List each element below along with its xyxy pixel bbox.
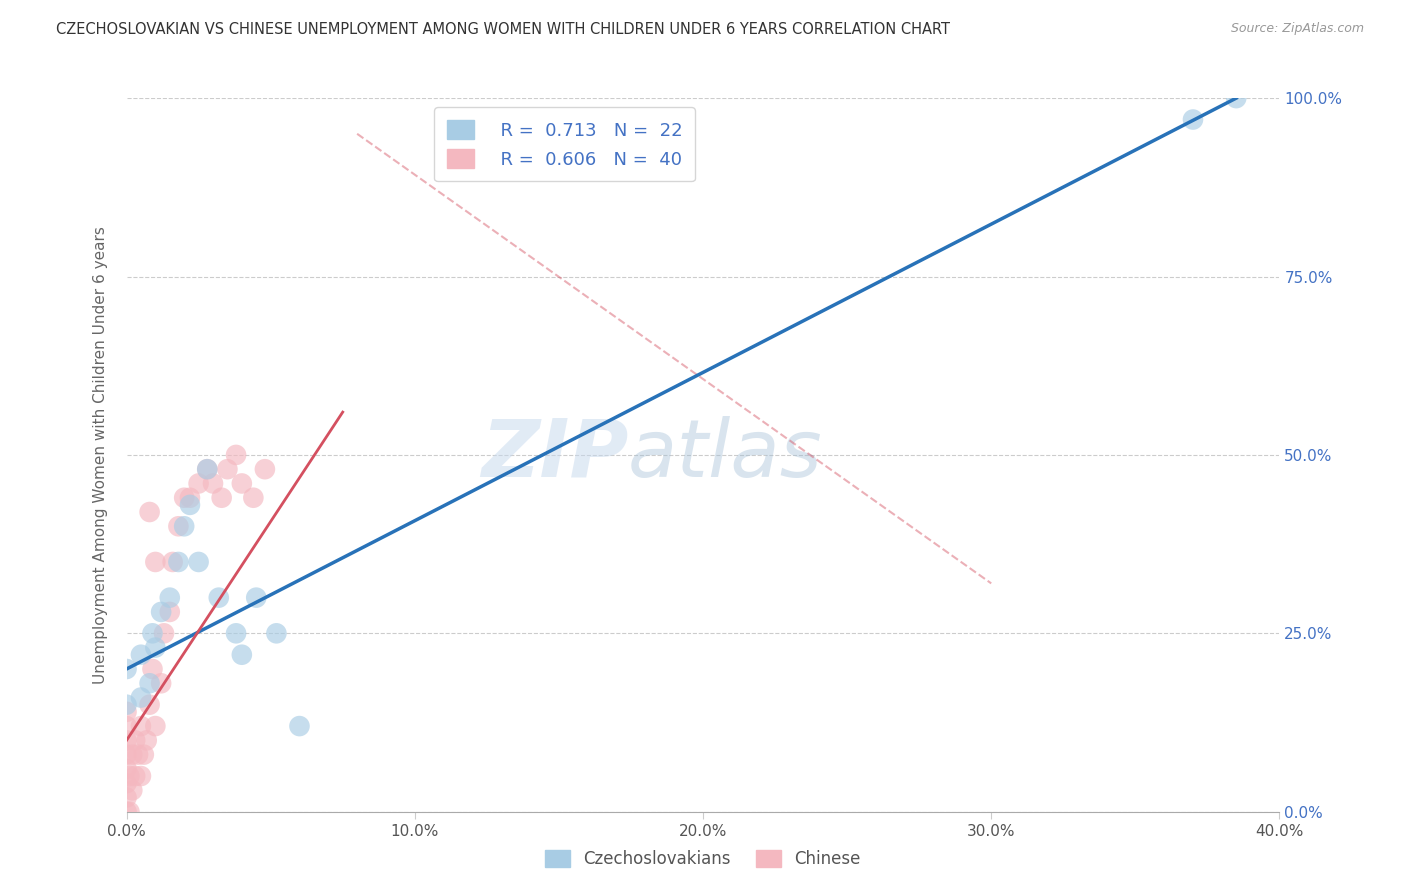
Point	[115, 733, 138, 747]
Point	[118, 769, 141, 783]
Point	[115, 662, 138, 676]
Point	[231, 648, 253, 662]
Point	[121, 747, 143, 762]
Point	[124, 733, 146, 747]
Point	[115, 776, 138, 790]
Point	[145, 640, 166, 655]
Text: CZECHOSLOVAKIAN VS CHINESE UNEMPLOYMENT AMONG WOMEN WITH CHILDREN UNDER 6 YEARS : CZECHOSLOVAKIAN VS CHINESE UNEMPLOYMENT …	[56, 22, 950, 37]
Text: atlas: atlas	[628, 416, 823, 494]
Point	[179, 491, 201, 505]
Point	[1181, 112, 1204, 127]
Point	[202, 476, 225, 491]
Point	[135, 733, 157, 747]
Point	[187, 476, 209, 491]
Point	[145, 555, 166, 569]
Point	[145, 719, 166, 733]
Point	[127, 747, 149, 762]
Point	[115, 805, 138, 819]
Point	[124, 769, 146, 783]
Point	[118, 805, 141, 819]
Point	[231, 476, 253, 491]
Point	[225, 448, 247, 462]
Point	[141, 626, 163, 640]
Point	[159, 605, 181, 619]
Point	[179, 498, 201, 512]
Point	[138, 698, 160, 712]
Point	[153, 626, 176, 640]
Point	[217, 462, 239, 476]
Point	[245, 591, 267, 605]
Point	[141, 662, 163, 676]
Point	[132, 747, 155, 762]
Point	[1225, 91, 1247, 105]
Point	[129, 719, 152, 733]
Point	[115, 762, 138, 776]
Point	[115, 719, 138, 733]
Point	[129, 690, 152, 705]
Point	[187, 555, 209, 569]
Point	[208, 591, 231, 605]
Point	[150, 676, 173, 690]
Point	[115, 747, 138, 762]
Point	[211, 491, 233, 505]
Point	[138, 676, 160, 690]
Y-axis label: Unemployment Among Women with Children Under 6 years: Unemployment Among Women with Children U…	[93, 226, 108, 684]
Text: ZIP: ZIP	[481, 416, 628, 494]
Point	[115, 705, 138, 719]
Point	[225, 626, 247, 640]
Point	[253, 462, 276, 476]
Point	[115, 790, 138, 805]
Point	[167, 555, 190, 569]
Point	[173, 491, 195, 505]
Point	[162, 555, 184, 569]
Point	[138, 505, 160, 519]
Point	[121, 783, 143, 797]
Point	[150, 605, 173, 619]
Legend: Czechoslovakians, Chinese: Czechoslovakians, Chinese	[538, 843, 868, 875]
Point	[173, 519, 195, 533]
Point	[242, 491, 264, 505]
Point	[115, 698, 138, 712]
Point	[159, 591, 181, 605]
Point	[129, 769, 152, 783]
Point	[195, 462, 218, 476]
Point	[288, 719, 311, 733]
Point	[129, 648, 152, 662]
Point	[266, 626, 288, 640]
Point	[195, 462, 218, 476]
Point	[167, 519, 190, 533]
Text: Source: ZipAtlas.com: Source: ZipAtlas.com	[1230, 22, 1364, 36]
